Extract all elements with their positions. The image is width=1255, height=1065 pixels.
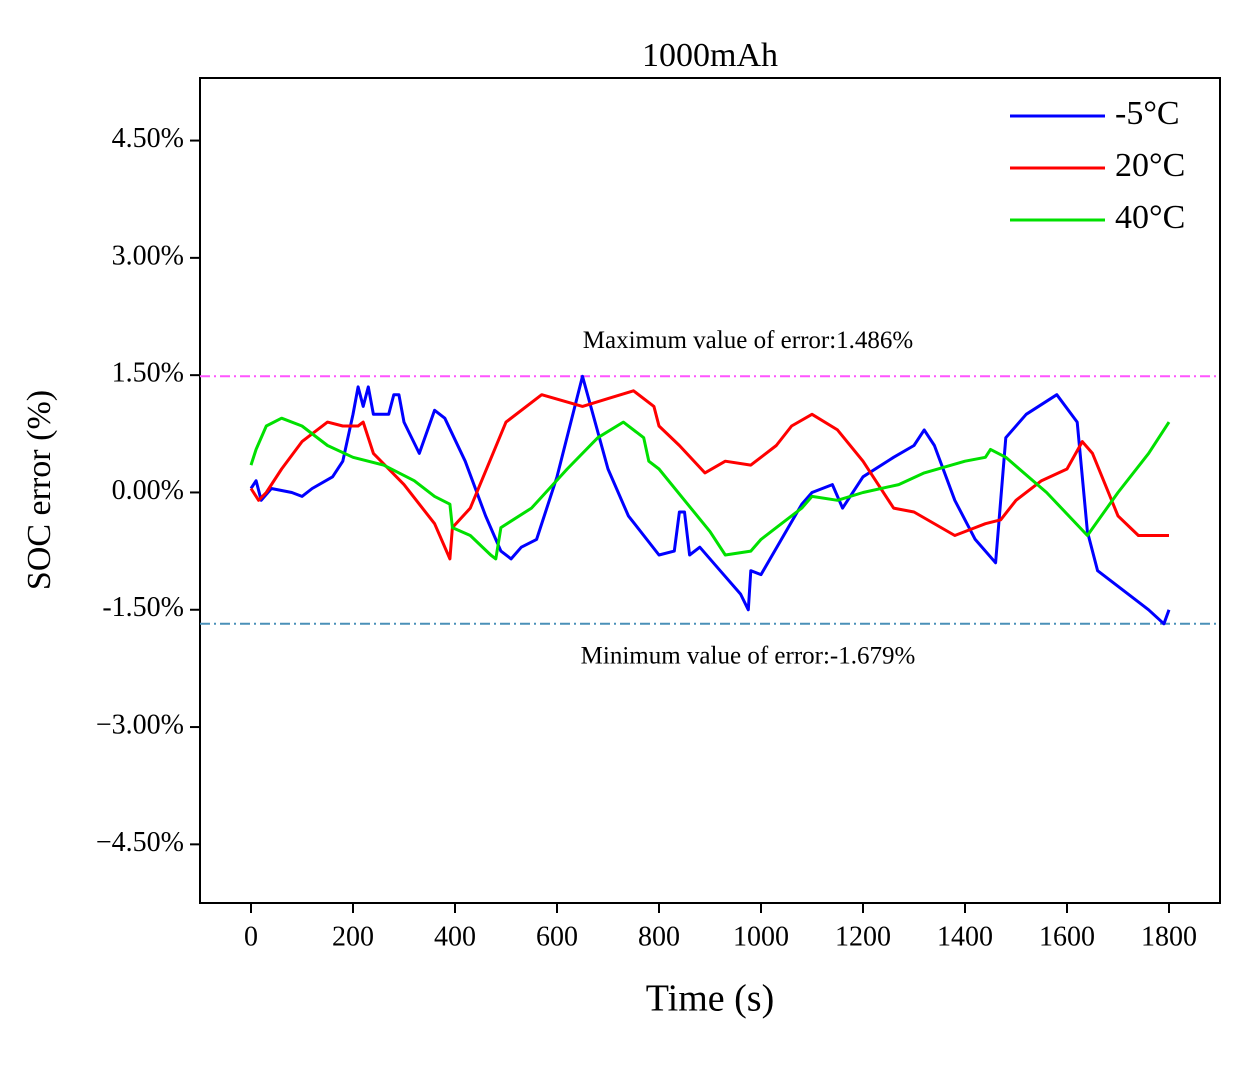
x-tick-label: 1600 [1039, 921, 1095, 952]
x-tick-label: 600 [536, 921, 578, 952]
legend-label: 40°C [1115, 199, 1185, 236]
series-line [249, 416, 1171, 561]
y-tick-label: -1.50% [102, 592, 184, 623]
y-tick-label: 0.00% [112, 475, 184, 506]
x-tick-label: 400 [434, 921, 476, 952]
x-tick-label: 1000 [733, 921, 789, 952]
x-tick-label: 1400 [937, 921, 993, 952]
plot-frame [199, 77, 1221, 904]
reference-label: Maximum value of error:1.486% [583, 327, 913, 354]
x-tick-label: 0 [244, 921, 258, 952]
x-tick-label: 200 [332, 921, 374, 952]
x-tick-label: 800 [638, 921, 680, 952]
y-tick-label: 1.50% [112, 358, 184, 389]
y-axis-label: SOC error (%) [21, 390, 58, 590]
y-tick-label: 3.00% [112, 240, 184, 271]
y-tick-label: −4.50% [96, 827, 184, 858]
series-line [249, 389, 1169, 561]
x-tick-label: 1800 [1141, 921, 1197, 952]
chart-title: 1000mAh [642, 37, 778, 74]
y-tick-label: −3.00% [96, 709, 184, 740]
legend-label: -5°C [1115, 95, 1180, 132]
reference-label: Minimum value of error:-1.679% [581, 642, 916, 669]
series-line [249, 374, 1171, 626]
x-tick-label: 1200 [835, 921, 891, 952]
legend-label: 20°C [1115, 147, 1185, 184]
x-axis-label: Time (s) [646, 978, 774, 1020]
y-tick-label: 4.50% [112, 123, 184, 154]
